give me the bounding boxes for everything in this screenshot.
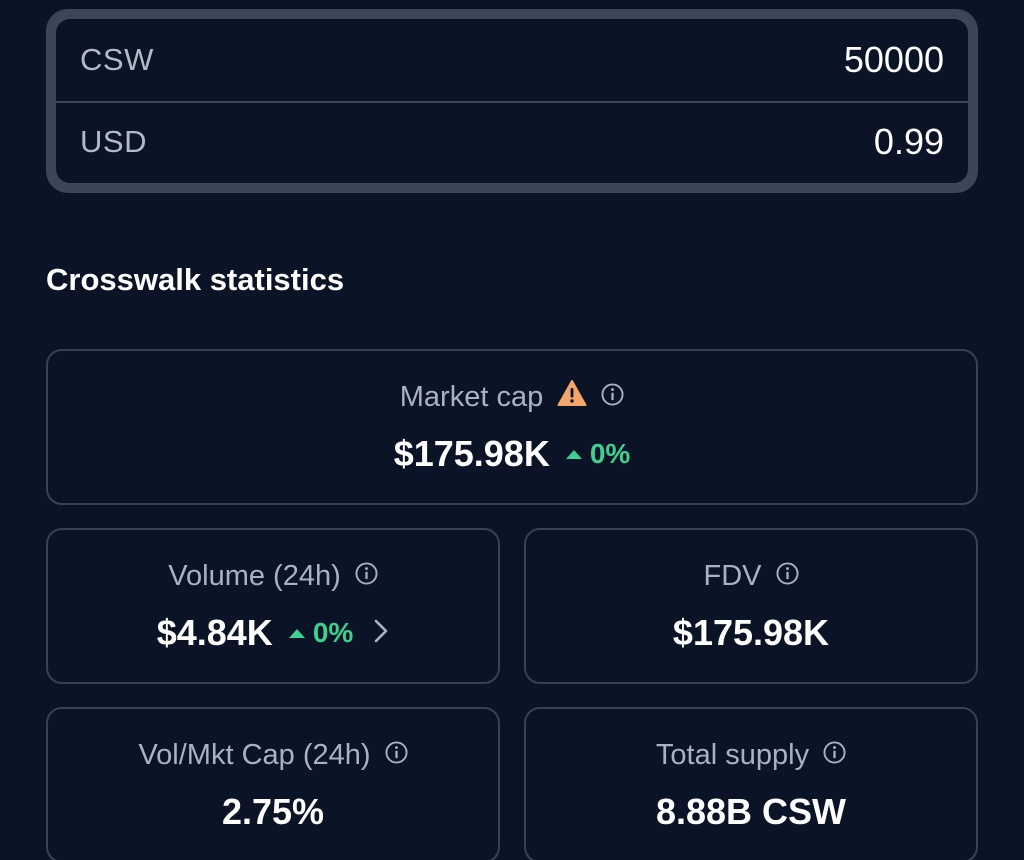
fdv-label: FDV <box>703 559 762 592</box>
total-supply-label-row: Total supply <box>656 735 846 775</box>
total-supply-value: 8.88B CSW <box>655 791 847 832</box>
currency-converter: CSW USD <box>46 9 978 193</box>
warning-icon[interactable] <box>557 379 587 415</box>
volume-value: $4.84K <box>156 612 273 653</box>
vol-mkt-cap-value-row: 2.75% <box>222 789 324 835</box>
info-icon[interactable] <box>775 560 799 593</box>
info-icon[interactable] <box>823 739 846 772</box>
total-supply-value-row: 8.88B CSW <box>656 789 846 835</box>
fdv-value: $175.98K <box>672 612 830 653</box>
vol-mkt-cap-value: 2.75% <box>221 791 325 832</box>
market-cap-change-value: 0% <box>589 438 631 469</box>
info-icon[interactable] <box>601 381 624 414</box>
total-supply-card: Total supply 8.88B CSW <box>524 707 978 860</box>
vol-mkt-cap-card: Vol/Mkt Cap (24h) 2.75% <box>46 707 500 860</box>
market-cap-change: 0% <box>565 438 631 470</box>
converter-row-usd: USD <box>56 101 968 181</box>
converter-row-csw: CSW <box>56 19 968 101</box>
converter-body: CSW USD <box>56 19 968 183</box>
market-cap-value-row: $175.98K 0% <box>394 431 631 477</box>
market-cap-value: $175.98K <box>393 433 550 474</box>
caret-up-icon <box>288 628 305 638</box>
usd-amount-input[interactable] <box>544 121 944 163</box>
info-icon[interactable] <box>355 560 378 593</box>
volume-change-value: 0% <box>312 617 354 648</box>
market-cap-card: Market cap $175.98K 0% <box>46 349 978 505</box>
fdv-card: FDV $175.98K <box>524 528 978 684</box>
converter-label-usd: USD <box>80 124 147 159</box>
volume-value-row: $4.84K 0% <box>157 610 390 656</box>
volume-label-row: Volume (24h) <box>168 556 378 596</box>
chevron-right-icon[interactable] <box>369 618 389 649</box>
fdv-value-row: $175.98K <box>673 610 829 656</box>
converter-label-csw: CSW <box>80 42 154 77</box>
total-supply-label: Total supply <box>655 738 810 771</box>
volume-change: 0% <box>288 617 354 649</box>
statistics-title: Crosswalk statistics <box>46 262 345 297</box>
vol-mkt-cap-label: Vol/Mkt Cap (24h) <box>138 738 371 771</box>
vol-mkt-cap-label-row: Vol/Mkt Cap (24h) <box>138 735 408 775</box>
caret-up-icon <box>565 449 582 459</box>
info-icon[interactable] <box>385 739 408 772</box>
volume-card[interactable]: Volume (24h) $4.84K 0% <box>46 528 500 684</box>
market-cap-label-row: Market cap <box>400 377 624 417</box>
fdv-label-row: FDV <box>704 556 799 596</box>
volume-label: Volume (24h) <box>168 559 341 592</box>
market-cap-label: Market cap <box>399 380 544 413</box>
csw-amount-input[interactable] <box>544 39 944 81</box>
